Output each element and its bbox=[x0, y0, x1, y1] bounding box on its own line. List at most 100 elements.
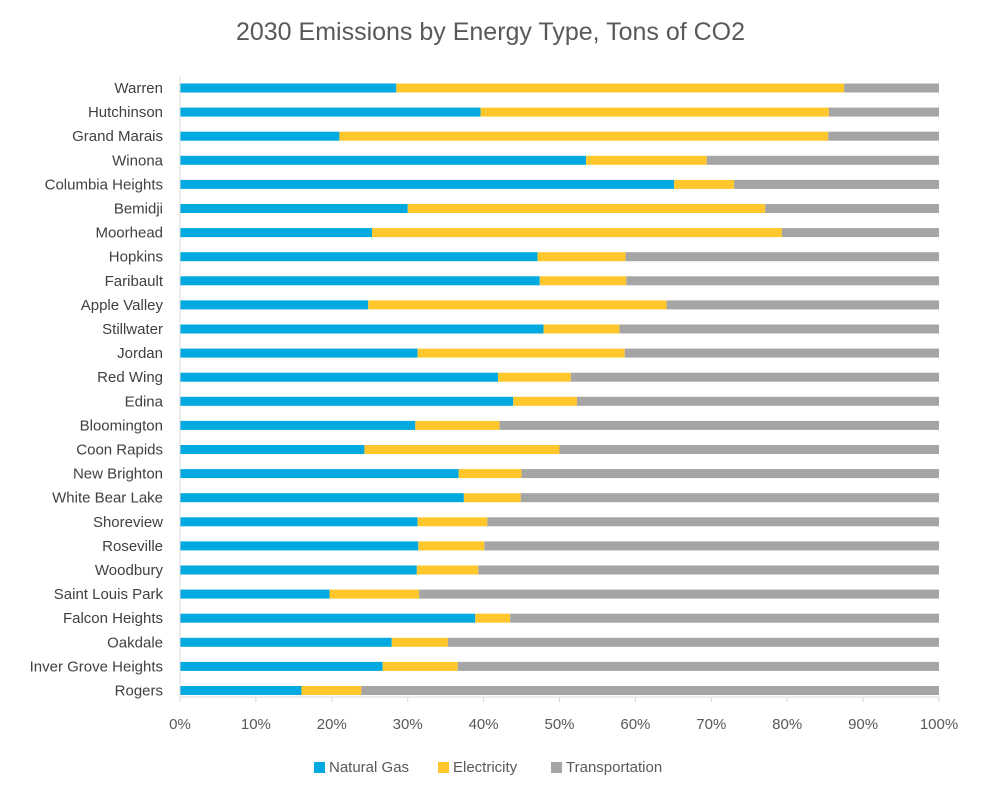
category-label: Hopkins bbox=[109, 249, 163, 266]
bar-segment-transportation bbox=[457, 661, 939, 671]
bar-segment-transportation bbox=[510, 613, 939, 623]
bar-segment-natural-gas bbox=[180, 372, 499, 382]
category-label: Falcon Heights bbox=[63, 610, 163, 627]
legend-label-electricity: Electricity bbox=[453, 759, 518, 776]
bar-segment-natural-gas bbox=[180, 541, 419, 551]
category-label: Stillwater bbox=[102, 321, 163, 338]
bar-segment-transportation bbox=[734, 179, 939, 189]
category-label: Jordan bbox=[117, 345, 163, 362]
bar-segment-natural-gas bbox=[180, 228, 373, 238]
bar-segment-transportation bbox=[625, 252, 939, 262]
bar-segment-natural-gas bbox=[180, 396, 514, 406]
category-label: Woodbury bbox=[95, 562, 164, 579]
bar-segment-electricity bbox=[368, 300, 667, 310]
chart-title: 2030 Emissions by Energy Type, Tons of C… bbox=[235, 18, 746, 46]
category-label: Bloomington bbox=[80, 417, 163, 434]
bars-group bbox=[180, 83, 940, 695]
bar-segment-transportation bbox=[447, 637, 939, 647]
x-tick-label: 50% bbox=[544, 716, 574, 733]
x-tick-label: 20% bbox=[317, 716, 347, 733]
bar-segment-natural-gas bbox=[180, 155, 587, 165]
bar-segment-transportation bbox=[499, 420, 939, 430]
bar-segment-transportation bbox=[361, 686, 939, 695]
bar-segment-transportation bbox=[559, 445, 939, 454]
bar-segment-transportation bbox=[619, 324, 939, 334]
legend-swatch-electricity bbox=[438, 762, 449, 773]
bar-segment-transportation bbox=[484, 541, 939, 551]
bar-segment-electricity bbox=[391, 637, 448, 647]
bar-segment-electricity bbox=[396, 83, 845, 93]
legend: Natural Gas Electricity Transportation bbox=[314, 759, 662, 776]
bar-segment-transportation bbox=[570, 372, 939, 382]
x-tick-label: 30% bbox=[393, 716, 423, 733]
bar-segment-electricity bbox=[498, 372, 571, 382]
bar-segment-natural-gas bbox=[180, 83, 397, 93]
category-label: Shoreview bbox=[93, 514, 163, 531]
bar-segment-electricity bbox=[674, 179, 735, 189]
x-tick-label: 60% bbox=[620, 716, 650, 733]
x-tick-label: 70% bbox=[696, 716, 726, 733]
x-tick-label: 10% bbox=[241, 716, 271, 733]
category-label: Winona bbox=[112, 152, 164, 169]
bar-segment-electricity bbox=[416, 565, 479, 575]
bar-segment-transportation bbox=[828, 107, 939, 117]
category-label: Grand Marais bbox=[72, 128, 163, 145]
bar-segment-electricity bbox=[417, 517, 488, 527]
bar-segment-transportation bbox=[828, 131, 939, 141]
category-label: Bemidji bbox=[114, 201, 163, 218]
category-label: Columbia Heights bbox=[45, 176, 163, 193]
legend-swatch-natural-gas bbox=[314, 762, 325, 773]
category-label: Red Wing bbox=[97, 369, 163, 386]
bar-segment-transportation bbox=[521, 469, 939, 479]
bar-segment-natural-gas bbox=[180, 107, 481, 117]
bar-segment-natural-gas bbox=[180, 420, 416, 430]
x-tick-label: 40% bbox=[469, 716, 499, 733]
bar-segment-natural-gas bbox=[180, 276, 540, 286]
bar-segment-transportation bbox=[419, 589, 940, 599]
bar-segment-electricity bbox=[475, 613, 511, 623]
category-label: Apple Valley bbox=[81, 297, 164, 314]
category-label: Moorhead bbox=[95, 225, 163, 242]
bar-segment-electricity bbox=[301, 686, 362, 695]
bar-segment-natural-gas bbox=[180, 661, 383, 671]
bar-segment-transportation bbox=[624, 348, 939, 358]
bar-segment-electricity bbox=[586, 155, 707, 165]
bar-segment-natural-gas bbox=[180, 613, 476, 623]
category-label: New Brighton bbox=[73, 466, 163, 483]
bar-segment-transportation bbox=[576, 396, 939, 406]
bar-segment-transportation bbox=[626, 276, 939, 286]
bar-segment-electricity bbox=[543, 324, 620, 334]
bar-segment-transportation bbox=[706, 155, 939, 165]
bar-segment-natural-gas bbox=[180, 637, 392, 647]
category-label: Inver Grove Heights bbox=[30, 658, 163, 675]
category-label: Saint Louis Park bbox=[54, 586, 164, 603]
bar-segment-transportation bbox=[765, 204, 939, 213]
category-label: Hutchinson bbox=[88, 104, 163, 121]
bar-segment-natural-gas bbox=[180, 252, 538, 262]
category-label: Faribault bbox=[105, 273, 164, 290]
category-label: Warren bbox=[114, 80, 163, 97]
bar-segment-electricity bbox=[458, 469, 522, 479]
legend-label-transportation: Transportation bbox=[566, 759, 662, 776]
bar-segment-natural-gas bbox=[180, 565, 417, 575]
bar-segment-electricity bbox=[339, 131, 829, 141]
bar-segment-electricity bbox=[415, 420, 500, 430]
category-label: Oakdale bbox=[107, 634, 163, 651]
bar-segment-transportation bbox=[520, 493, 939, 503]
bar-segment-electricity bbox=[364, 445, 560, 454]
bar-segment-transportation bbox=[666, 300, 939, 310]
bar-segment-natural-gas bbox=[180, 686, 302, 695]
x-tick-label: 100% bbox=[920, 716, 958, 733]
category-label: Rogers bbox=[115, 683, 163, 700]
bar-segment-electricity bbox=[372, 228, 782, 238]
bar-segment-natural-gas bbox=[180, 589, 330, 599]
category-label: Coon Rapids bbox=[76, 442, 163, 459]
bar-segment-transportation bbox=[487, 517, 939, 527]
bar-segment-electricity bbox=[539, 276, 627, 286]
bar-segment-transportation bbox=[478, 565, 939, 575]
bar-segment-transportation bbox=[781, 228, 939, 238]
bar-segment-natural-gas bbox=[180, 469, 459, 479]
bar-segment-electricity bbox=[382, 661, 458, 671]
bar-segment-natural-gas bbox=[180, 493, 464, 503]
